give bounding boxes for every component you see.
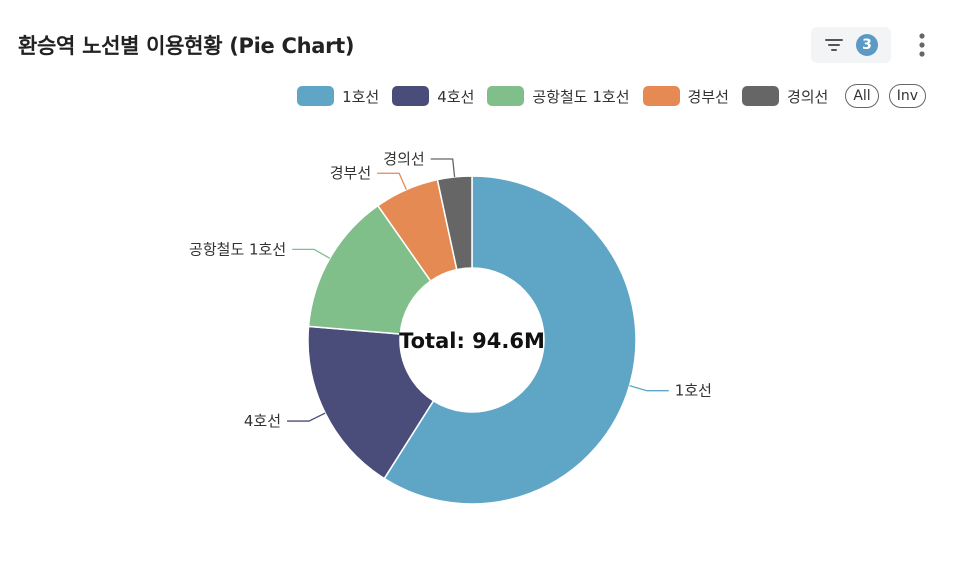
slice-label-1호선: 1호선	[675, 382, 712, 400]
legend-swatch	[487, 86, 525, 106]
card-header: 환승역 노선별 이용현황 (Pie Chart) 3	[0, 0, 960, 92]
slice-label-경의선: 경의선	[383, 150, 424, 168]
filter-count-badge: 3	[856, 34, 878, 56]
legend-swatch	[741, 86, 779, 106]
leader-line-경의선	[430, 158, 456, 177]
legend-select-all-button[interactable]: All	[845, 84, 879, 108]
legend-label: 경의선	[786, 87, 829, 106]
donut-slices	[307, 175, 637, 505]
slice-label-공항철도-1호선: 공항철도 1호선	[189, 240, 286, 258]
slice-label-4호선: 4호선	[244, 412, 281, 430]
leader-line-4호선	[287, 412, 326, 422]
leader-line-경부선	[377, 172, 407, 190]
slice-labels: 1호선 4호선 공항철도 1호선 경부선 경의선	[189, 150, 712, 430]
leader-line-공항철도-1호선	[292, 248, 331, 259]
chart-legend: 1호선 4호선 공항철도 1호선 경부선 경의선 All Inv	[297, 84, 926, 108]
legend-item-gyeongui[interactable]: 경의선	[741, 86, 829, 107]
legend-item-gyeongbu[interactable]: 경부선	[642, 86, 729, 107]
leader-line-1호선	[629, 385, 669, 392]
legend-label: 공항철도 1호선	[532, 87, 630, 106]
legend-swatch	[392, 86, 430, 106]
legend-item-line1[interactable]: 1호선	[297, 86, 379, 107]
chart-title: 환승역 노선별 이용현황 (Pie Chart)	[18, 34, 355, 58]
legend-invert-button[interactable]: Inv	[888, 84, 926, 108]
slice-label-lines	[287, 158, 669, 422]
legend-label: 4호선	[437, 87, 475, 106]
filter-icon	[825, 39, 843, 51]
slice-label-경부선: 경부선	[330, 164, 371, 182]
legend-swatch	[297, 86, 335, 106]
legend-item-line4[interactable]: 4호선	[392, 86, 474, 107]
filter-button[interactable]: 3	[811, 27, 891, 63]
more-vertical-icon	[919, 33, 925, 57]
more-options-button[interactable]	[908, 28, 936, 62]
legend-item-airport-railroad[interactable]: 공항철도 1호선	[487, 86, 630, 107]
total-center-label: Total: 94.6M	[399, 329, 545, 353]
legend-label: 1호선	[342, 87, 380, 106]
legend-label: 경부선	[687, 87, 729, 106]
legend-swatch	[642, 86, 680, 106]
donut-hole	[400, 268, 544, 412]
